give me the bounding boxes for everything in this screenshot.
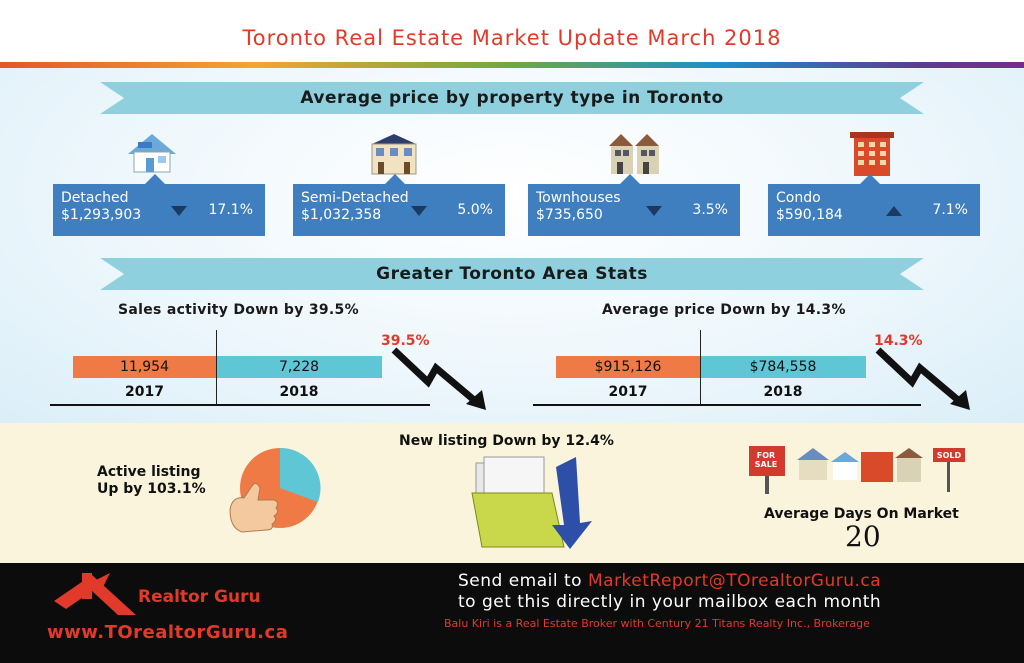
down-arrow-icon <box>411 206 427 216</box>
active-listing-label: Active listing <box>97 464 201 480</box>
folder-down-icon <box>471 456 592 549</box>
up-arrow-icon <box>886 206 902 216</box>
property-price: $1,032,358 <box>301 207 382 223</box>
card-pointer <box>145 174 165 184</box>
x-axis <box>50 404 430 406</box>
new-listing-label: New listing Down by 12.4% <box>399 433 614 449</box>
property-card-detached: Detached $1,293,903 17.1% <box>53 174 265 236</box>
trend-down-arrow-icon <box>391 347 486 410</box>
property-card-semi-detached: Semi-Detached $1,032,358 5.0% <box>293 174 505 236</box>
email-link[interactable]: MarketReport@TOrealtorGuru.ca <box>587 571 882 591</box>
average-price-title: Average price Down by 14.3% <box>602 302 846 318</box>
property-name: Semi-Detached <box>301 190 409 206</box>
footer-disclaimer: Balu Kiri is a Real Estate Broker with C… <box>444 617 870 630</box>
footer-email-prefix: Send email to <box>458 571 588 591</box>
x-tick-label: 2017 <box>125 384 164 400</box>
property-card-townhouses: Townhouses $735,650 3.5% <box>528 174 740 236</box>
decline-annotation: 14.3% <box>874 333 923 349</box>
property-price: $735,650 <box>536 207 603 223</box>
ribbon-gta-stats: Greater Toronto Area Stats <box>100 258 924 290</box>
property-change: 3.5% <box>692 202 728 218</box>
rainbow-divider <box>0 62 1024 68</box>
bar-divider <box>216 330 217 406</box>
days-on-market-value: 20 <box>845 520 881 553</box>
sold-sign-text: SOLD <box>936 451 962 460</box>
down-arrow-icon <box>646 206 662 216</box>
bar-2018: $784,558 <box>700 356 866 378</box>
brand-name: Realtor Guru <box>138 587 261 607</box>
bar-2017: $915,126 <box>556 356 700 378</box>
ribbon-property-types: Average price by property type in Toront… <box>100 82 924 114</box>
bar-divider <box>700 330 701 406</box>
sales-activity-title: Sales activity Down by 39.5% <box>118 302 359 318</box>
property-change: 5.0% <box>457 202 493 218</box>
semi-detached-house-icon <box>371 134 417 175</box>
page-title: Toronto Real Estate Market Update March … <box>242 26 782 50</box>
footer <box>0 563 1024 663</box>
x-tick-label: 2018 <box>763 384 803 400</box>
townhouse-icon <box>609 134 659 174</box>
footer-mailbox-line: to get this directly in your mailbox eac… <box>458 592 882 612</box>
footer-email-line: Send email to MarketReport@TOrealtorGuru… <box>458 571 881 591</box>
title-band <box>0 0 1024 66</box>
x-axis <box>533 404 921 406</box>
property-change: 7.1% <box>932 202 968 218</box>
property-price: $590,184 <box>776 207 843 223</box>
condo-building-icon <box>850 132 894 176</box>
trend-down-arrow-icon <box>875 347 970 410</box>
x-tick-label: 2018 <box>279 384 319 400</box>
bar-2017: 11,954 <box>73 356 216 378</box>
detached-house-icon <box>128 134 176 173</box>
card-pointer <box>385 174 405 184</box>
bar-2018: 7,228 <box>216 356 382 378</box>
decline-annotation: 39.5% <box>381 333 430 349</box>
website-link[interactable]: www.TOrealtorGuru.ca <box>47 622 289 643</box>
x-tick-label: 2017 <box>608 384 648 400</box>
realtor-guru-logo-icon <box>54 573 136 615</box>
card-pointer <box>620 174 640 184</box>
active-listing-pie-icon <box>229 447 321 533</box>
property-name: Condo <box>776 190 821 206</box>
for-sale-sign-text: FOR SALE <box>754 451 778 469</box>
property-name: Townhouses <box>536 190 621 206</box>
property-name: Detached <box>61 190 129 206</box>
active-listing-change: Up by 103.1% <box>97 481 206 497</box>
card-pointer <box>860 174 880 184</box>
property-change: 17.1% <box>208 202 253 218</box>
days-on-market-label: Average Days On Market <box>764 506 959 522</box>
down-arrow-icon <box>171 206 187 216</box>
property-card-condo: Condo $590,184 7.1% <box>768 174 980 236</box>
property-price: $1,293,903 <box>61 207 142 223</box>
houses-for-sale-sold-icon <box>749 446 965 494</box>
